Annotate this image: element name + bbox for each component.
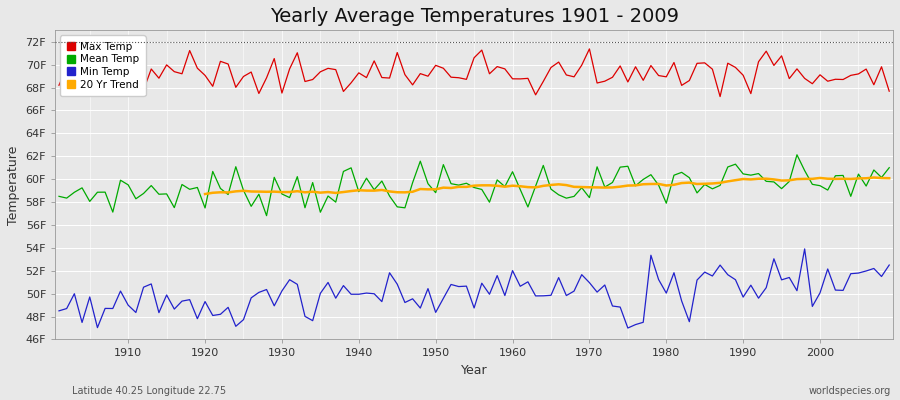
Y-axis label: Temperature: Temperature <box>7 145 20 224</box>
Legend: Max Temp, Mean Temp, Min Temp, 20 Yr Trend: Max Temp, Mean Temp, Min Temp, 20 Yr Tre… <box>60 36 146 96</box>
Title: Yearly Average Temperatures 1901 - 2009: Yearly Average Temperatures 1901 - 2009 <box>270 7 679 26</box>
X-axis label: Year: Year <box>461 364 488 377</box>
Text: worldspecies.org: worldspecies.org <box>809 386 891 396</box>
Text: Latitude 40.25 Longitude 22.75: Latitude 40.25 Longitude 22.75 <box>72 386 226 396</box>
